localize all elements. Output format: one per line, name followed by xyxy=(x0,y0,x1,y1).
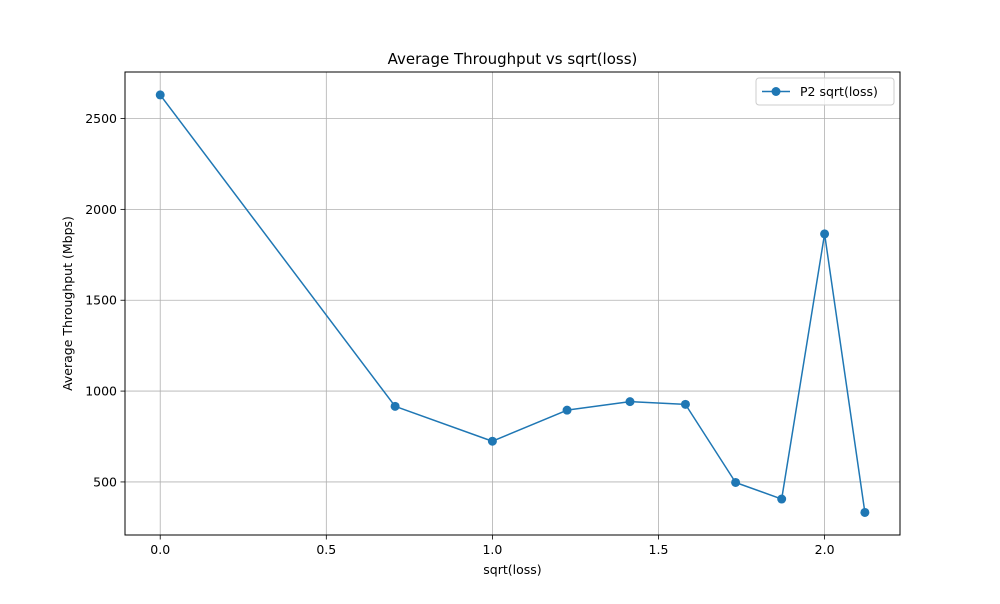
y-tick-label: 2000 xyxy=(85,202,117,217)
series-layer xyxy=(155,90,870,517)
legend-entry-label: P2 sqrt(loss) xyxy=(800,84,878,99)
data-point-marker xyxy=(625,397,635,407)
axis-ticks: 0.0 0.5 1.0 1.5 2.0 500 1000 1500 2000 2500 xyxy=(85,111,834,557)
y-tick-label: 2500 xyxy=(85,111,117,126)
data-point-marker xyxy=(860,507,870,517)
data-point-marker xyxy=(487,436,497,446)
legend-marker-swatch xyxy=(771,87,781,96)
y-axis-label: Average Throughput (Mbps) xyxy=(60,216,75,391)
x-tick-label: 1.5 xyxy=(649,542,669,557)
y-tick-label: 500 xyxy=(93,474,117,489)
x-tick-label: 2.0 xyxy=(815,542,835,557)
legend: P2 sqrt(loss) xyxy=(755,77,895,106)
grid xyxy=(125,72,900,535)
legend-box xyxy=(755,77,895,106)
data-point-marker xyxy=(820,229,830,239)
plot-area-frame xyxy=(124,71,901,536)
data-point-marker xyxy=(390,401,400,411)
y-tick-label: 1000 xyxy=(85,384,117,399)
x-axis-label: sqrt(loss) xyxy=(483,562,541,577)
series-line xyxy=(159,94,866,513)
chart-title: Average Throughput vs sqrt(loss) xyxy=(388,50,638,68)
data-point-marker xyxy=(562,405,572,415)
x-tick-label: 1.0 xyxy=(482,542,502,557)
data-point-marker xyxy=(777,494,787,504)
y-tick-label: 1500 xyxy=(85,293,117,308)
x-tick-label: 0.5 xyxy=(316,542,336,557)
x-tick-label: 0.0 xyxy=(150,542,170,557)
data-point-marker xyxy=(155,90,165,100)
data-point-marker xyxy=(680,399,690,409)
data-point-marker xyxy=(731,477,741,487)
